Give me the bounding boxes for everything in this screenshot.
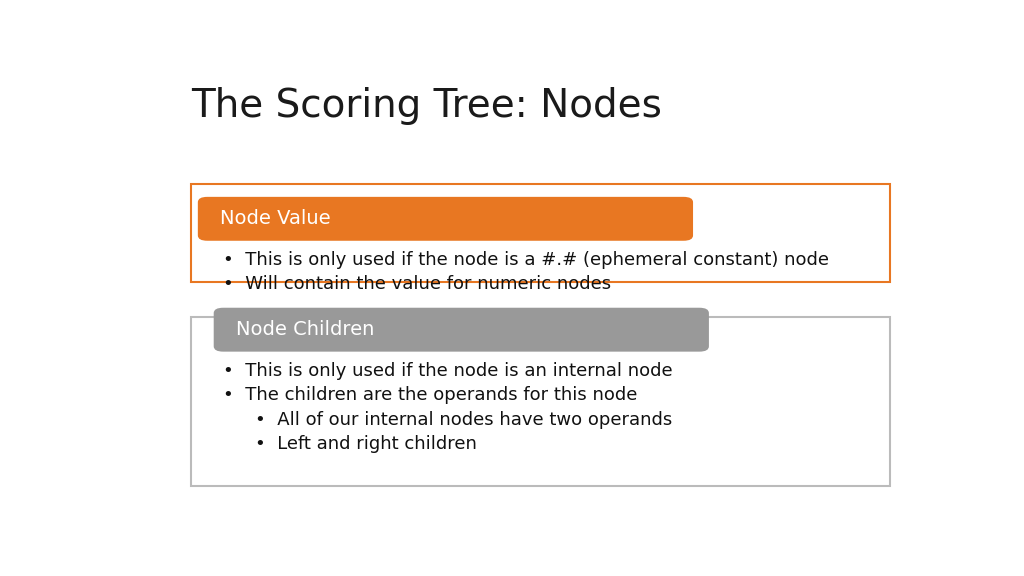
Text: •  This is only used if the node is a #.# (ephemeral constant) node: • This is only used if the node is a #.#… xyxy=(223,251,829,269)
Text: Node Children: Node Children xyxy=(236,320,375,339)
Text: •  All of our internal nodes have two operands: • All of our internal nodes have two ope… xyxy=(255,411,672,429)
Text: •  Will contain the value for numeric nodes: • Will contain the value for numeric nod… xyxy=(223,275,611,293)
Text: The Scoring Tree: Nodes: The Scoring Tree: Nodes xyxy=(191,87,663,125)
Text: •  Left and right children: • Left and right children xyxy=(255,435,477,453)
Text: Node Value: Node Value xyxy=(220,209,331,228)
FancyBboxPatch shape xyxy=(198,197,693,241)
FancyBboxPatch shape xyxy=(191,184,890,282)
FancyBboxPatch shape xyxy=(191,317,890,486)
FancyBboxPatch shape xyxy=(214,308,709,351)
Text: •  The children are the operands for this node: • The children are the operands for this… xyxy=(223,386,638,404)
Text: •  This is only used if the node is an internal node: • This is only used if the node is an in… xyxy=(223,362,673,380)
